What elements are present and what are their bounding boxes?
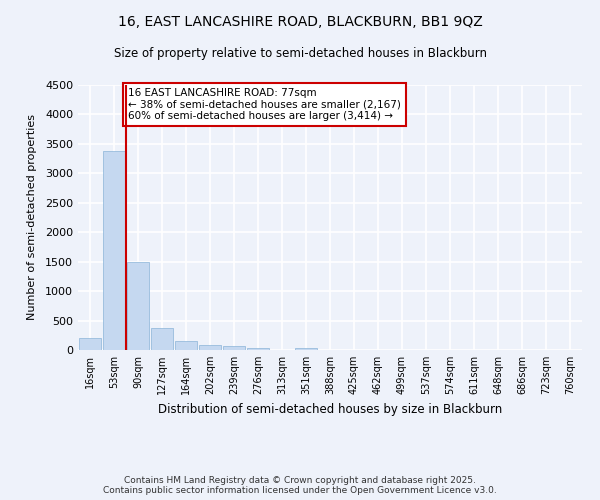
Text: 16, EAST LANCASHIRE ROAD, BLACKBURN, BB1 9QZ: 16, EAST LANCASHIRE ROAD, BLACKBURN, BB1…	[118, 15, 482, 29]
Y-axis label: Number of semi-detached properties: Number of semi-detached properties	[26, 114, 37, 320]
Bar	[151, 328, 173, 350]
Bar	[127, 262, 149, 350]
X-axis label: Distribution of semi-detached houses by size in Blackburn: Distribution of semi-detached houses by …	[158, 402, 502, 415]
Text: Size of property relative to semi-detached houses in Blackburn: Size of property relative to semi-detach…	[113, 48, 487, 60]
Text: Contains HM Land Registry data © Crown copyright and database right 2025.
Contai: Contains HM Land Registry data © Crown c…	[103, 476, 497, 495]
Bar	[223, 346, 245, 350]
Text: 16 EAST LANCASHIRE ROAD: 77sqm
← 38% of semi-detached houses are smaller (2,167): 16 EAST LANCASHIRE ROAD: 77sqm ← 38% of …	[128, 88, 401, 121]
Bar	[199, 344, 221, 350]
Bar	[295, 348, 317, 350]
Bar	[103, 151, 125, 350]
Bar	[79, 338, 101, 350]
Bar	[247, 348, 269, 350]
Bar	[175, 341, 197, 350]
